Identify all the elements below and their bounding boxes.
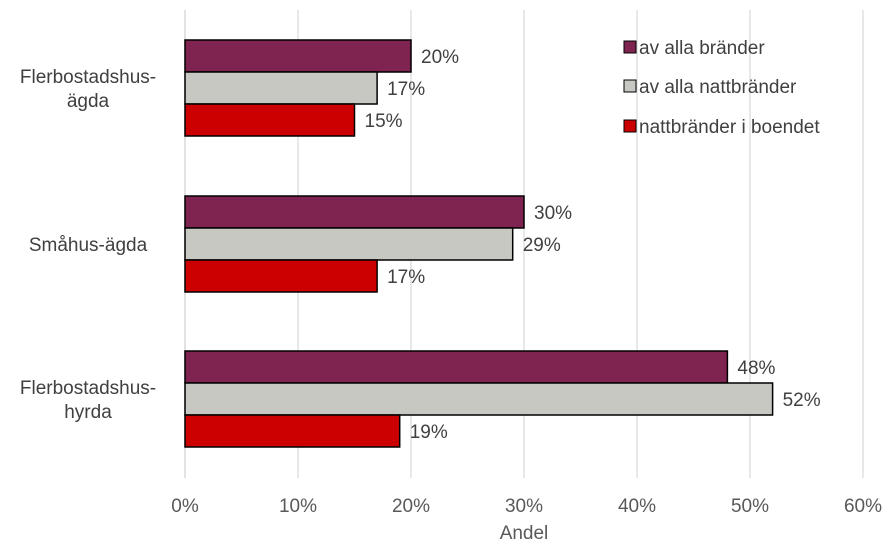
legend-swatch bbox=[623, 119, 637, 133]
bar bbox=[184, 350, 729, 384]
data-label: 15% bbox=[365, 111, 403, 132]
category-label: Flerbostadshus-hyrda bbox=[20, 378, 156, 423]
bar bbox=[184, 414, 401, 448]
category-label-line: hyrda bbox=[64, 402, 112, 423]
bar bbox=[184, 259, 378, 293]
x-tick-label: 0% bbox=[171, 496, 199, 517]
legend-swatch bbox=[623, 79, 637, 93]
bar bbox=[184, 227, 514, 261]
x-tick-label: 30% bbox=[505, 496, 543, 517]
legend-label: av alla nattbränder bbox=[639, 77, 797, 98]
x-tick-labels: 0% 10% 20% 30% 40% 50% 60% bbox=[171, 496, 882, 517]
data-label: 17% bbox=[387, 79, 425, 100]
bar bbox=[184, 195, 525, 229]
x-tick-label: 10% bbox=[279, 496, 317, 517]
legend-label: av alla bränder bbox=[639, 38, 765, 59]
category-label-line: Småhus-ägda bbox=[29, 235, 148, 256]
data-label: 29% bbox=[523, 235, 561, 256]
x-tick-label: 60% bbox=[844, 496, 882, 517]
data-label: 48% bbox=[737, 358, 775, 379]
x-tick-label: 20% bbox=[392, 496, 430, 517]
data-label: 20% bbox=[421, 47, 459, 68]
bar bbox=[184, 39, 412, 73]
category-labels: Flerbostadshus-ägda Småhus-ägda Flerbostad… bbox=[20, 67, 156, 423]
bars bbox=[184, 39, 774, 448]
data-labels: 20% 17% 15% 30% 29% 17% 48% 52% 19% bbox=[365, 47, 821, 443]
bar bbox=[184, 382, 774, 416]
bar bbox=[184, 103, 356, 137]
legend-label: nattbränder i boendet bbox=[639, 117, 820, 138]
category-label: Småhus-ägda bbox=[29, 235, 148, 256]
legend-swatch bbox=[623, 40, 637, 54]
data-label: 19% bbox=[410, 422, 448, 443]
x-tick-label: 50% bbox=[731, 496, 769, 517]
legend: av alla bränder av alla nattbränder nattbr… bbox=[623, 38, 820, 138]
data-label: 52% bbox=[783, 390, 821, 411]
category-label: Flerbostadshus-ägda bbox=[20, 67, 156, 112]
data-label: 30% bbox=[534, 203, 572, 224]
category-label-line: Flerbostadshus- bbox=[20, 378, 156, 399]
data-label: 17% bbox=[387, 267, 425, 288]
bar bbox=[184, 71, 378, 105]
x-axis-title: Andel bbox=[500, 523, 549, 542]
category-label-line: ägda bbox=[67, 91, 110, 112]
category-label-line: Flerbostadshus- bbox=[20, 67, 156, 88]
x-tick-label: 40% bbox=[618, 496, 656, 517]
